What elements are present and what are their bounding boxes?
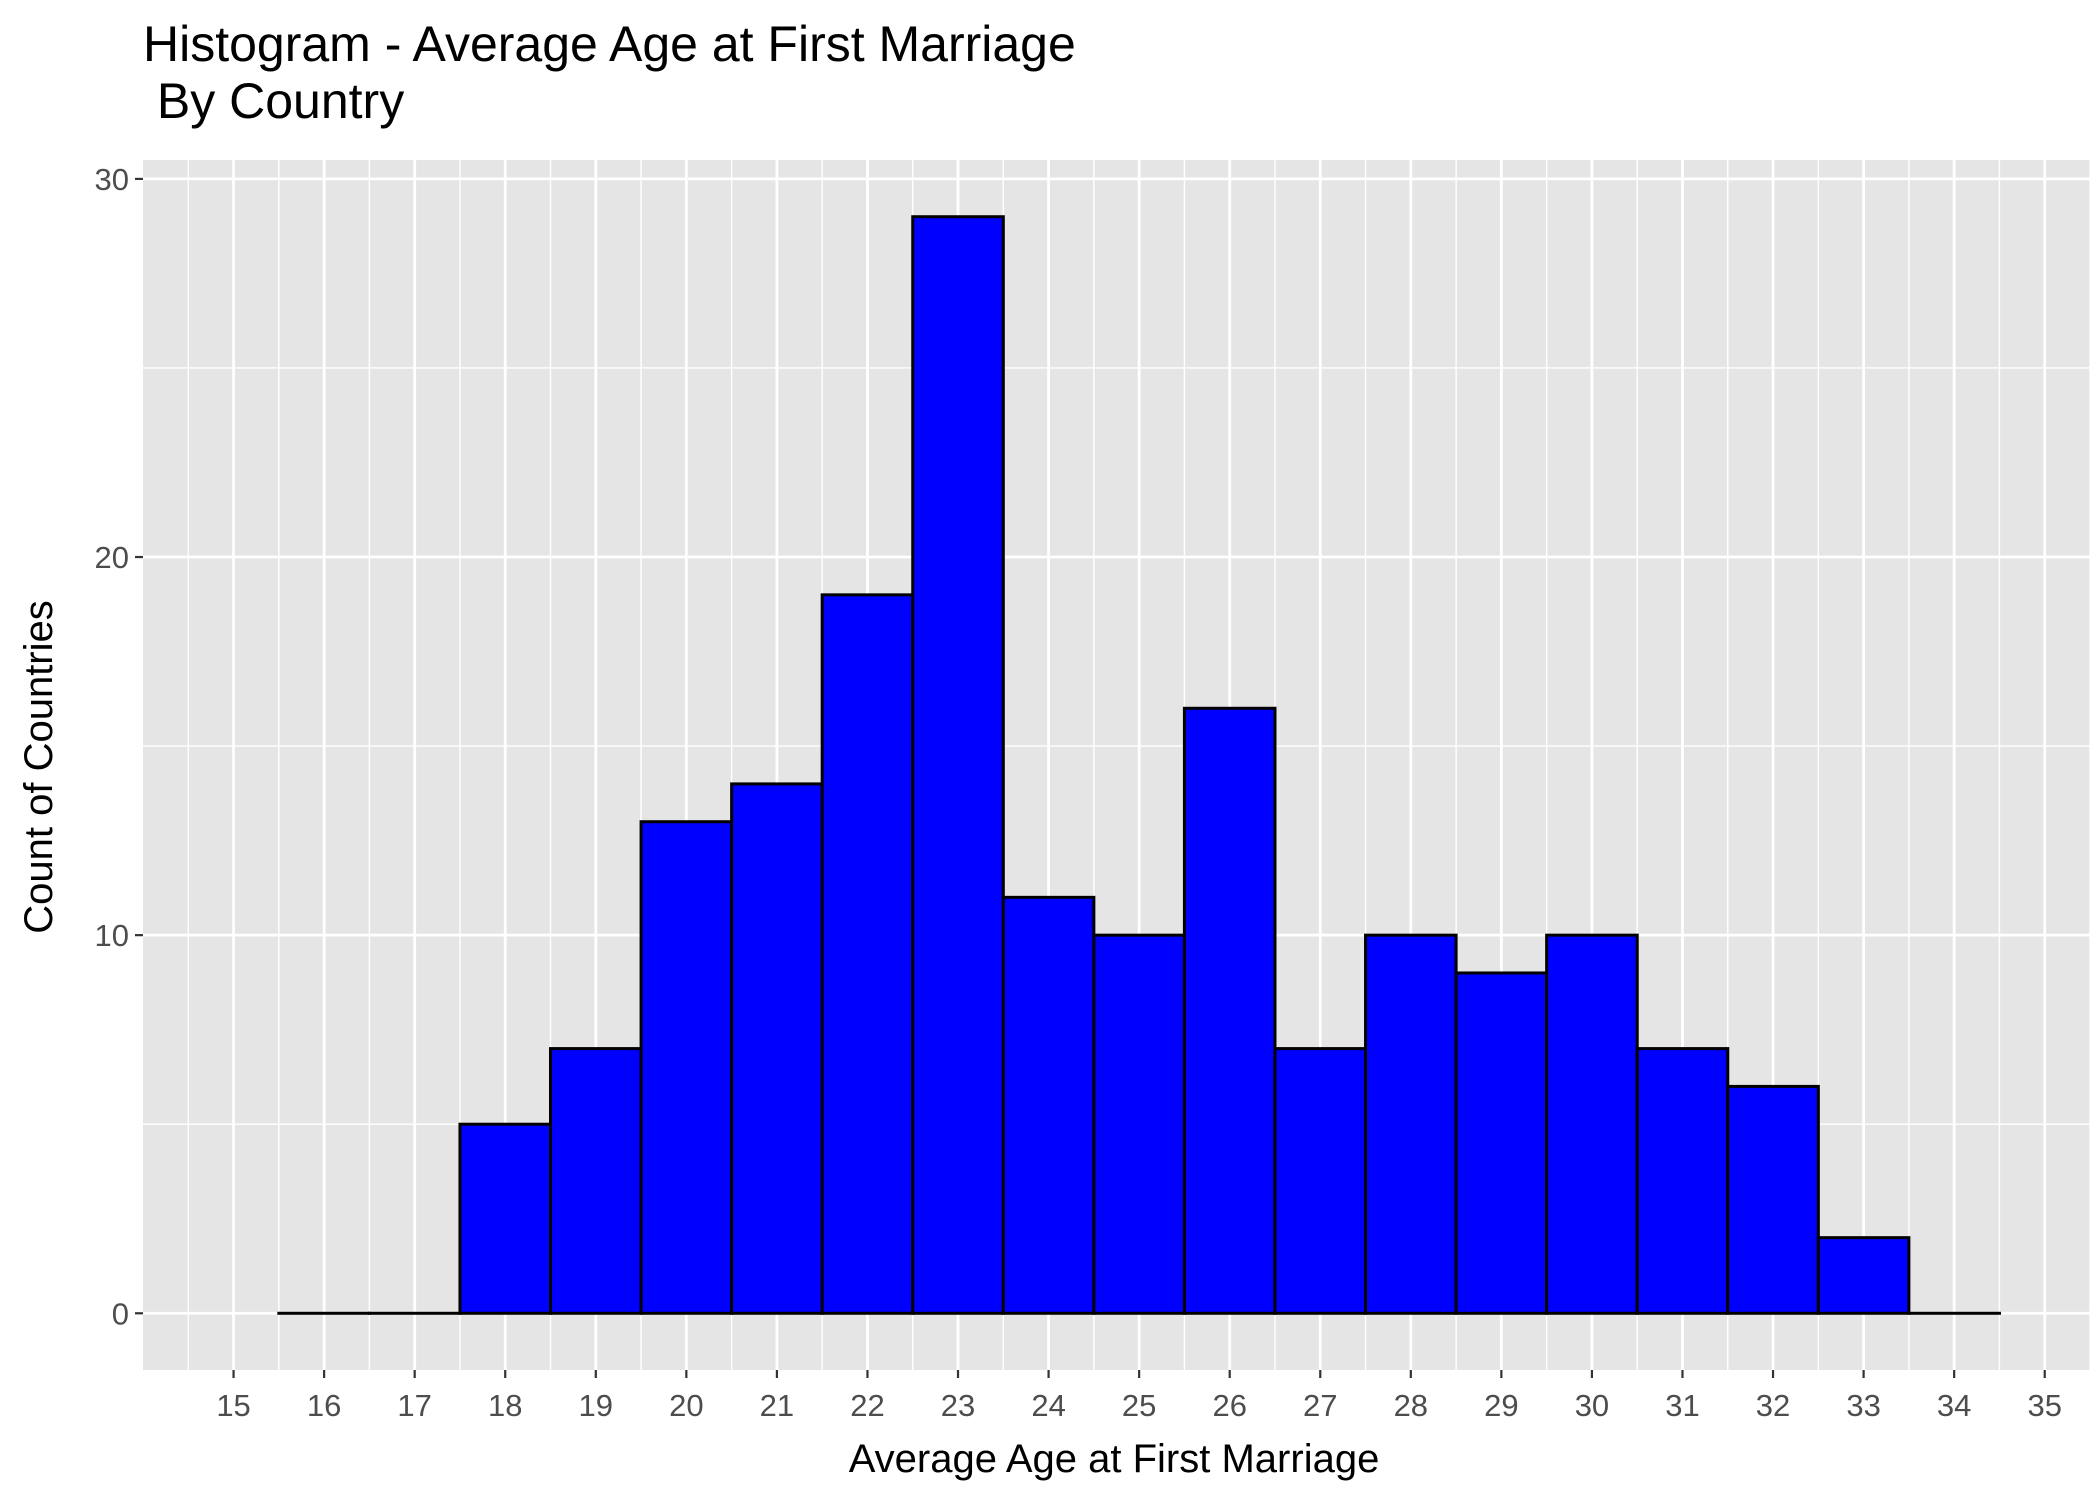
y-tick-label: 0 xyxy=(112,1296,129,1331)
x-tick-label: 24 xyxy=(1031,1388,1065,1423)
x-tick-label: 15 xyxy=(216,1388,250,1423)
x-tick-label: 17 xyxy=(397,1388,431,1423)
histogram-bar xyxy=(911,215,1005,1315)
histogram-bar xyxy=(1364,933,1458,1315)
histogram-bar xyxy=(730,782,824,1315)
y-tick-label: 30 xyxy=(95,162,129,197)
x-tick-label: 19 xyxy=(579,1388,613,1423)
histogram-bar xyxy=(1454,971,1549,1315)
histogram-bar xyxy=(1001,895,1096,1315)
x-tick-label: 21 xyxy=(760,1388,794,1423)
histogram-bar xyxy=(1726,1084,1820,1315)
y-tick-label: 20 xyxy=(95,540,129,575)
x-tick-label: 26 xyxy=(1212,1388,1246,1423)
x-tick-label: 32 xyxy=(1756,1388,1790,1423)
histogram-bar xyxy=(1635,1047,1730,1315)
x-tick-label: 35 xyxy=(2027,1388,2061,1423)
histogram-bar xyxy=(1182,706,1277,1315)
x-tick-label: 29 xyxy=(1484,1388,1518,1423)
histogram-bar xyxy=(549,1047,643,1315)
x-axis-title: Average Age at First Marriage xyxy=(849,1437,1380,1481)
histogram-bar xyxy=(458,1122,553,1315)
x-tick-label: 25 xyxy=(1122,1388,1156,1423)
x-tick-label: 16 xyxy=(307,1388,341,1423)
x-tick-label: 27 xyxy=(1303,1388,1337,1423)
x-tick-label: 34 xyxy=(1937,1388,1971,1423)
histogram-bar xyxy=(1545,933,1639,1315)
y-axis-title: Count of Countries xyxy=(17,600,61,934)
x-tick-label: 31 xyxy=(1665,1388,1699,1423)
histogram-bar xyxy=(820,593,915,1315)
histogram-bar xyxy=(1092,933,1186,1315)
x-tick-label: 28 xyxy=(1394,1388,1428,1423)
x-tick-label: 23 xyxy=(941,1388,975,1423)
tick-labels: 15 16 17 18 19 20 21 22 23 24 25 26 27 28 29 30 31 32 33 34… xyxy=(95,162,2062,1423)
chart-subtitle: By Country xyxy=(143,73,404,129)
x-tick-label: 22 xyxy=(850,1388,884,1423)
y-tick-label: 10 xyxy=(95,918,129,953)
axis-ticks xyxy=(135,177,2046,1378)
x-tick-label: 20 xyxy=(669,1388,703,1423)
x-tick-label: 18 xyxy=(488,1388,522,1423)
histogram-bar xyxy=(1273,1047,1368,1315)
histogram-bar xyxy=(639,820,734,1315)
histogram-bar xyxy=(1816,1236,1911,1315)
histogram-bars xyxy=(277,215,2001,1315)
x-tick-label: 33 xyxy=(1846,1388,1880,1423)
x-tick-label: 30 xyxy=(1575,1388,1609,1423)
chart-title: Histogram - Average Age at First Marriag… xyxy=(143,16,1076,72)
